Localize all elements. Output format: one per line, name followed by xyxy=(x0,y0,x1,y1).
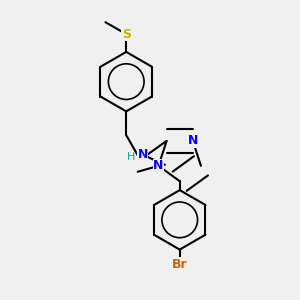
Text: Br: Br xyxy=(172,258,188,271)
Text: N: N xyxy=(137,148,148,161)
Text: N: N xyxy=(153,159,164,172)
Text: N: N xyxy=(188,134,198,147)
Text: S: S xyxy=(122,28,131,40)
Text: H: H xyxy=(127,152,135,162)
